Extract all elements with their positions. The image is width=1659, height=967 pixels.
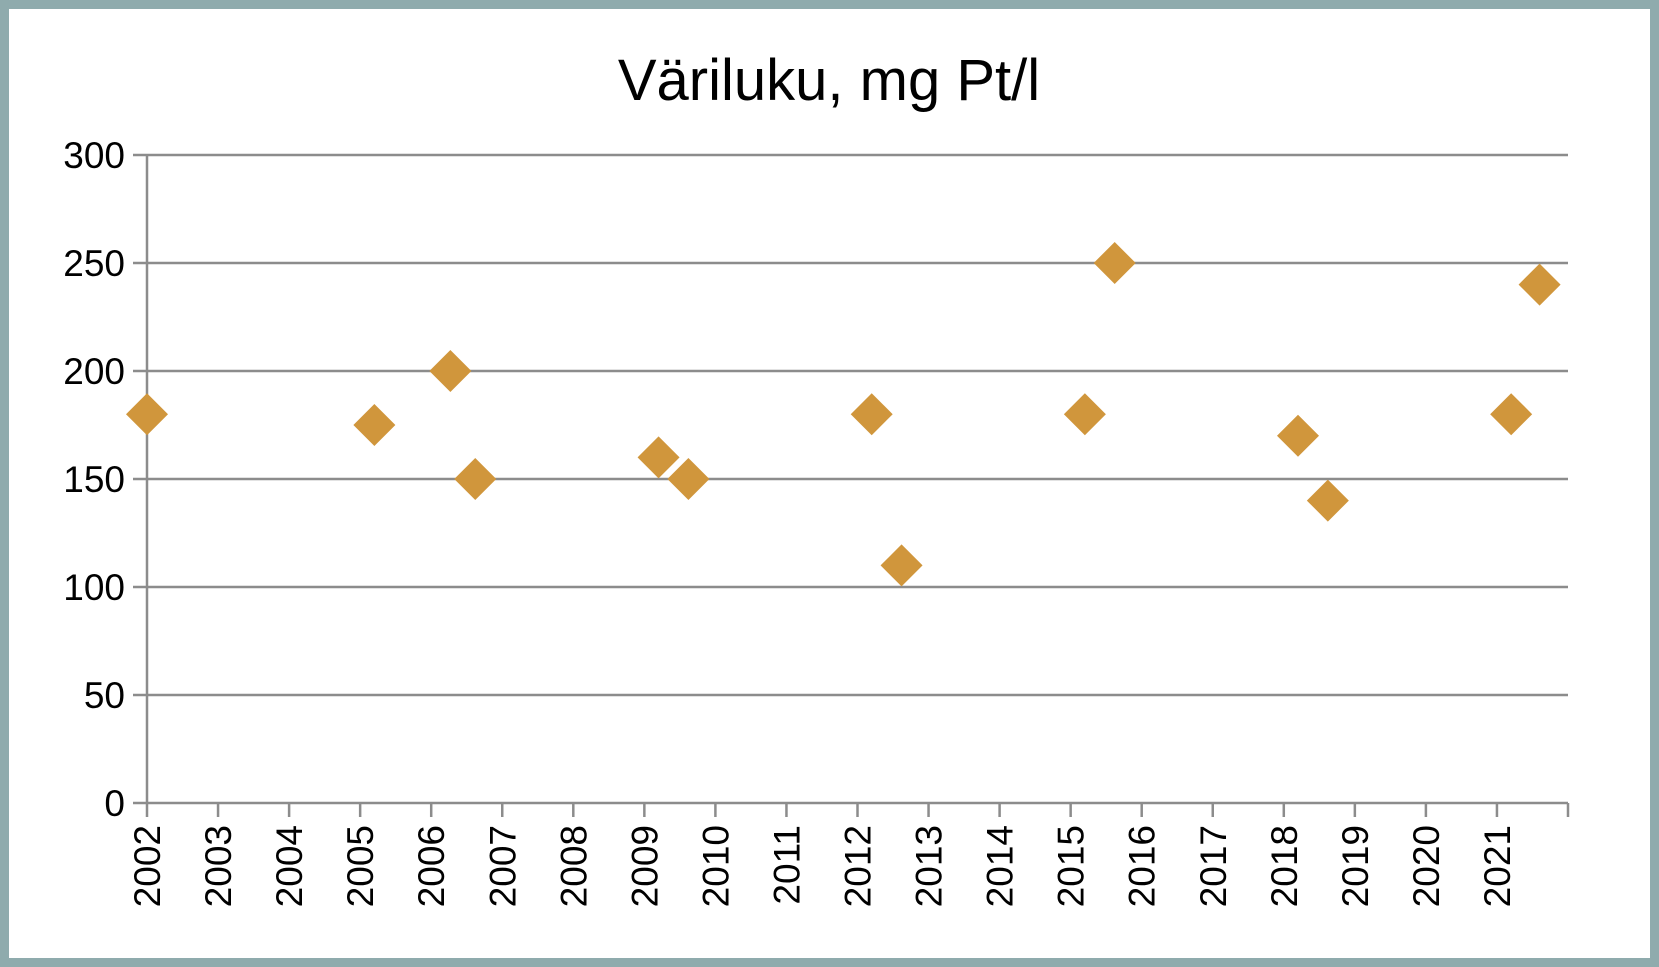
x-tick-label: 2003 [198,825,239,907]
y-tick-label: 200 [63,351,125,392]
y-tick-label: 50 [84,675,125,716]
data-point [850,393,893,436]
x-tick-label: 2014 [980,825,1021,907]
x-tick-label: 2010 [695,825,736,907]
data-point [353,404,396,446]
x-tick-labels: 2002 2003 2004 2005 2006 2007 2008 2009 2010 2011… [127,825,1518,907]
x-tick-label: 2008 [553,825,594,907]
data-point [454,458,497,500]
x-tick-label: 2004 [269,825,310,907]
x-tick-label: 2021 [1477,825,1518,907]
axes [133,153,1570,817]
x-tick-label: 2018 [1264,825,1305,907]
y-tick-label: 100 [63,567,125,608]
data-point [1063,393,1106,436]
x-tick-label: 2020 [1406,825,1447,907]
data-point [1306,479,1349,522]
gridlines [147,153,1568,697]
x-tick-label: 2011 [766,825,807,905]
data-point [429,350,472,392]
data-point [637,436,680,479]
data-point [126,393,168,436]
x-tick-label: 2016 [1122,825,1163,907]
data-point [1490,393,1533,436]
y-tick-label: 150 [63,459,125,500]
x-tick-label: 2002 [127,825,168,907]
x-tick-label: 2006 [411,825,452,907]
y-tick-label: 0 [104,783,125,824]
x-tick-label: 2015 [1051,825,1092,907]
data-points [126,242,1561,587]
data-point [880,544,923,587]
data-point [667,458,710,500]
x-tick-label: 2005 [340,825,381,907]
chart-title: Väriluku, mg Pt/l [618,48,1040,113]
y-tick-label: 300 [63,135,125,176]
data-point [1277,414,1320,457]
x-tick-label: 2017 [1193,825,1234,907]
x-tick-label: 2009 [624,825,665,907]
data-point [1093,242,1136,284]
data-point [1518,263,1561,306]
x-tick-label: 2013 [909,825,950,907]
y-tick-label: 250 [63,243,125,284]
x-tick-label: 2007 [482,825,523,907]
x-tick-label: 2019 [1335,825,1376,907]
y-tick-labels: 0 50 100 150 200 250 300 [63,135,125,824]
x-tick-label: 2012 [838,825,879,907]
